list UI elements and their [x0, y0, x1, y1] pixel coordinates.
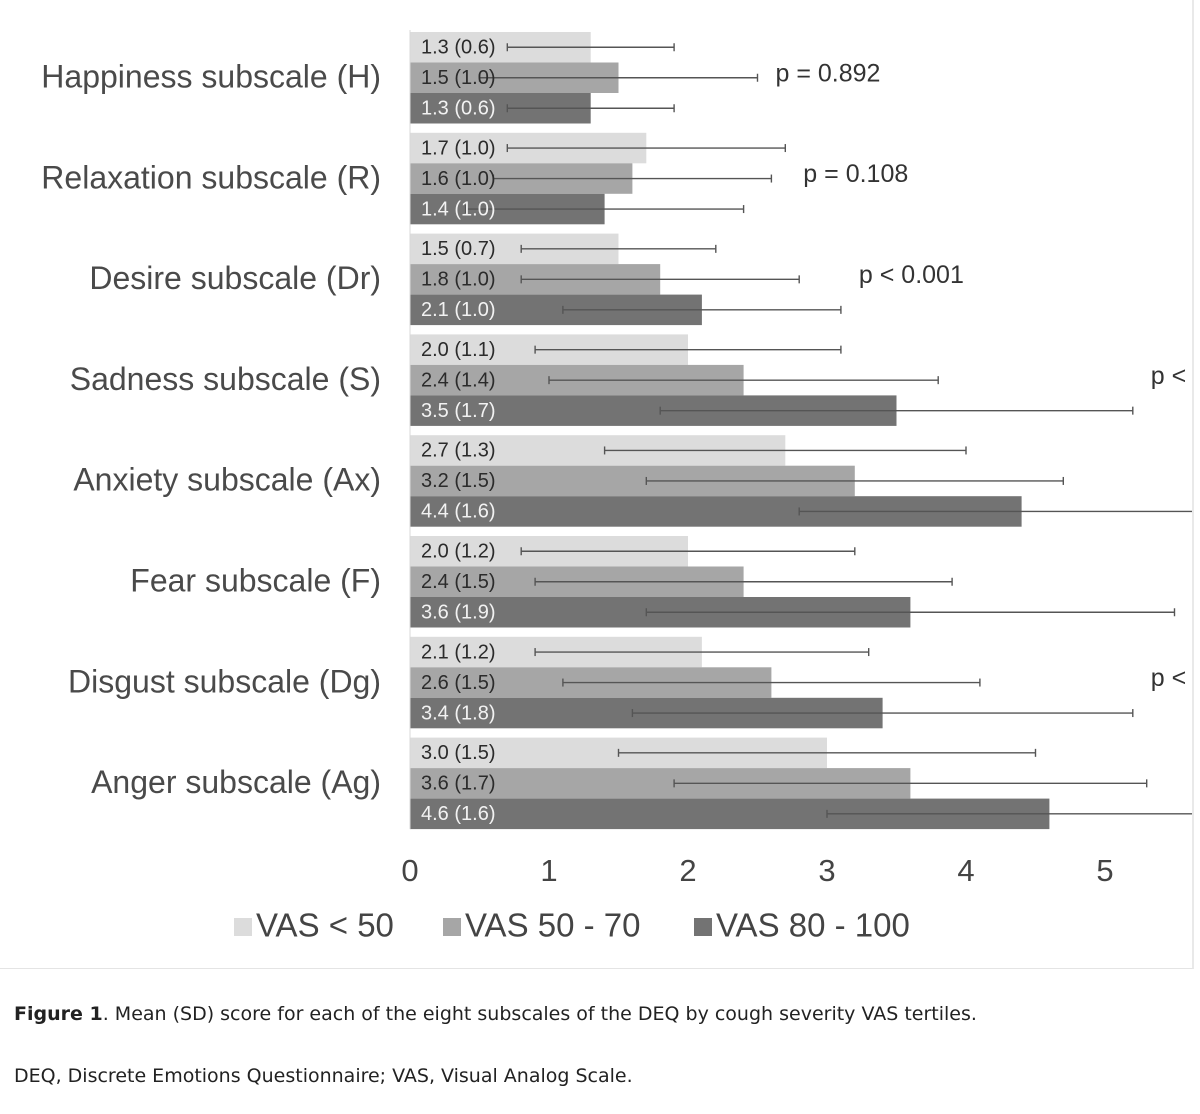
data-label: 1.5 (0.7)	[421, 238, 495, 260]
x-tick-label: 2	[679, 853, 696, 888]
legend-label: VAS < 50	[256, 907, 394, 944]
bar-chart: Happiness subscale (H) 1.3 (0.6) 1.5 (1.0)…	[41, 30, 1192, 944]
data-label: 4.6 (1.6)	[421, 803, 495, 825]
data-label: 2.6 (1.5)	[421, 672, 495, 694]
category-label: Anger subscale (Ag)	[91, 764, 381, 800]
data-label: 4.4 (1.6)	[421, 501, 495, 523]
figure-card: Happiness subscale (H) 1.3 (0.6) 1.5 (1.0)…	[0, 0, 1194, 969]
legend-label: VAS 80 - 100	[716, 907, 910, 944]
legend-swatch	[234, 918, 252, 936]
legend-swatch	[694, 918, 712, 936]
data-label: 3.2 (1.5)	[421, 470, 495, 492]
x-tick-label: 0	[401, 853, 418, 888]
category-label: Disgust subscale (Dg)	[68, 663, 381, 699]
x-tick-label: 3	[818, 853, 835, 888]
data-label: 3.5 (1.7)	[421, 400, 495, 422]
legend-label: VAS 50 - 70	[465, 907, 641, 944]
p-value-label: p < 0.001	[1151, 362, 1192, 390]
category-label: Sadness subscale (S)	[70, 361, 381, 397]
data-label: 2.1 (1.0)	[421, 299, 495, 321]
data-label: 2.7 (1.3)	[421, 440, 495, 462]
p-value-label: p = 0.892	[776, 59, 881, 87]
caption-abbreviations: DEQ, Discrete Emotions Questionnaire; VA…	[14, 1065, 633, 1087]
caption-text: . Mean (SD) score for each of the eight …	[102, 1003, 977, 1025]
data-label: 3.6 (1.9)	[421, 602, 495, 624]
data-label: 3.4 (1.8)	[421, 702, 495, 724]
x-tick-label: 5	[1096, 853, 1113, 888]
legend-swatch	[443, 918, 461, 936]
data-label: 2.4 (1.5)	[421, 571, 495, 593]
category-label: Relaxation subscale (R)	[41, 159, 381, 195]
data-label: 2.0 (1.2)	[421, 541, 495, 563]
data-label: 1.3 (0.6)	[421, 98, 495, 120]
category-label: Happiness subscale (H)	[41, 58, 381, 94]
category-label: Anxiety subscale (Ax)	[73, 462, 381, 498]
p-value-label: p < 0.001	[1151, 664, 1192, 692]
data-label: 1.6 (1.0)	[421, 168, 495, 190]
figure-label: Figure 1	[14, 1003, 103, 1025]
data-label: 1.7 (1.0)	[421, 137, 495, 159]
data-label: 1.5 (1.0)	[421, 67, 495, 89]
category-label: Fear subscale (F)	[130, 562, 381, 598]
data-label: 3.6 (1.7)	[421, 773, 495, 795]
data-label: 1.8 (1.0)	[421, 269, 495, 291]
data-label: 2.1 (1.2)	[421, 641, 495, 663]
figure-caption: Figure 1. Mean (SD) score for each of th…	[14, 1000, 1184, 1090]
x-tick-label: 1	[540, 853, 557, 888]
p-value-label: p = 0.108	[803, 160, 908, 188]
data-label: 1.4 (1.0)	[421, 198, 495, 220]
x-tick-label: 4	[957, 853, 974, 888]
category-label: Desire subscale (Dr)	[89, 260, 381, 296]
data-label: 2.0 (1.1)	[421, 339, 495, 361]
data-label: 2.4 (1.4)	[421, 369, 495, 391]
data-label: 3.0 (1.5)	[421, 742, 495, 764]
data-label: 1.3 (0.6)	[421, 37, 495, 59]
p-value-label: p < 0.001	[859, 261, 964, 289]
caption-line: Figure 1. Mean (SD) score for each of th…	[14, 1000, 1184, 1028]
